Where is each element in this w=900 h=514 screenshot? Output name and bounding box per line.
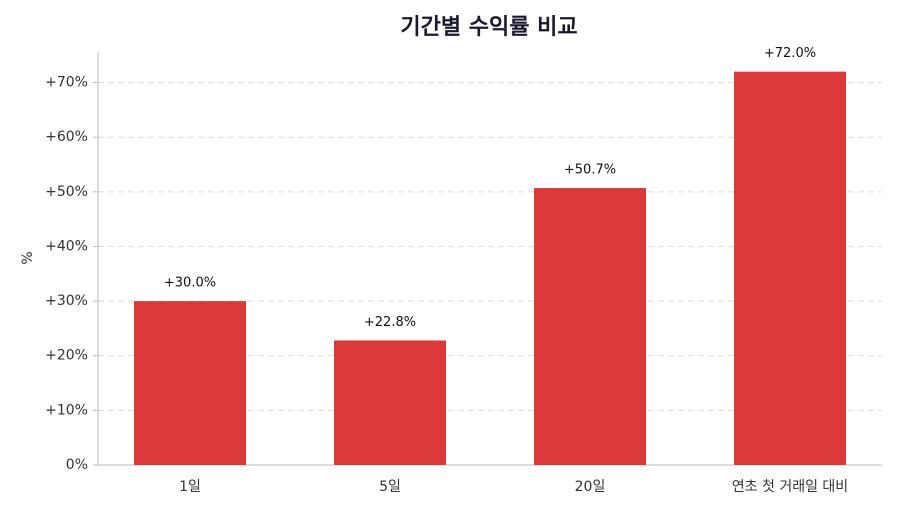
value-label: +22.8%: [364, 315, 416, 330]
y-tick-label: 0%: [66, 457, 88, 473]
bar: [134, 301, 246, 465]
chart-title: 기간별 수익률 비교: [400, 15, 577, 40]
y-tick-label: +10%: [45, 402, 88, 418]
bar: [334, 340, 446, 465]
value-label: +50.7%: [564, 163, 616, 178]
y-axis-label: %: [20, 251, 36, 264]
x-tick-label: 5일: [379, 479, 401, 495]
y-tick-label: +30%: [45, 293, 88, 309]
x-tick-label: 연초 첫 거래일 대비: [732, 479, 848, 495]
y-tick-label: +60%: [45, 129, 88, 145]
bar: [534, 188, 646, 465]
bar: [734, 71, 846, 466]
y-tick-label: +70%: [45, 75, 88, 91]
value-label: +30.0%: [164, 276, 216, 291]
y-tick-label: +50%: [45, 184, 88, 200]
y-tick-label: +20%: [45, 348, 88, 364]
x-tick-label: 1일: [179, 479, 201, 495]
y-tick-label: +40%: [45, 238, 88, 254]
x-tick-label: 20일: [575, 479, 606, 495]
value-label: +72.0%: [764, 46, 816, 61]
